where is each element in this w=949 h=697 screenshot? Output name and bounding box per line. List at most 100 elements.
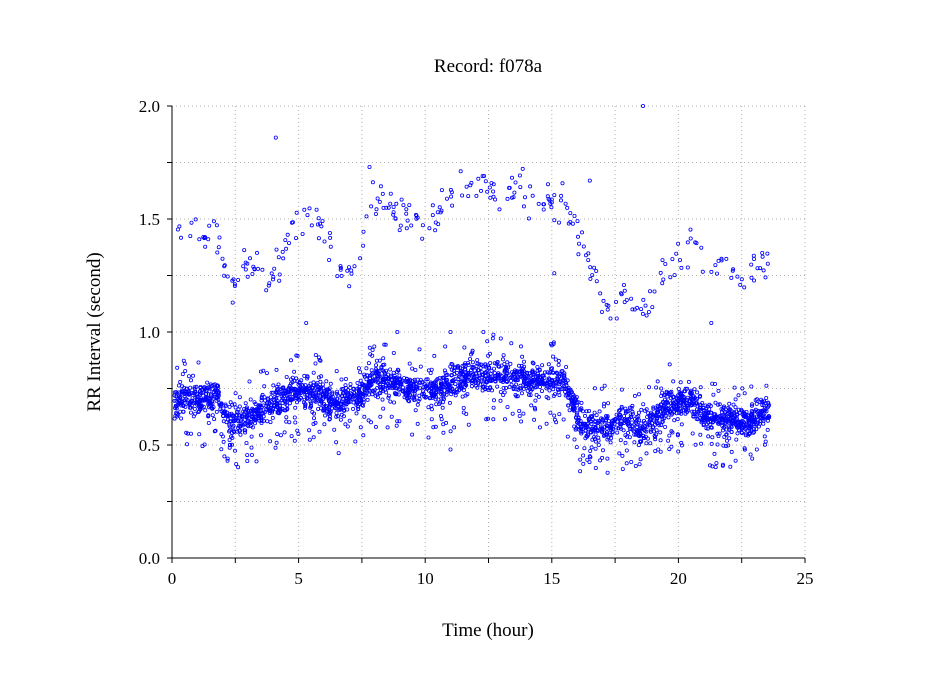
data-point [545, 380, 550, 385]
data-point [206, 237, 211, 242]
data-point [227, 437, 232, 442]
data-point [179, 400, 184, 405]
data-point [604, 430, 609, 435]
data-point [508, 361, 513, 366]
data-point [358, 393, 363, 398]
data-point [252, 412, 257, 417]
data-point [339, 387, 344, 392]
data-point [529, 380, 534, 385]
data-point [228, 400, 233, 405]
data-point [223, 403, 228, 408]
data-point [530, 193, 535, 198]
data-point [273, 445, 278, 450]
data-point [528, 378, 533, 383]
data-point [200, 398, 205, 403]
data-point [729, 275, 734, 280]
data-point [208, 404, 213, 409]
data-point [313, 420, 318, 425]
data-point [568, 211, 573, 216]
data-point [336, 402, 341, 407]
data-point [186, 374, 191, 379]
data-point [364, 366, 369, 371]
data-point [208, 395, 213, 400]
data-point [238, 432, 243, 437]
data-point [689, 395, 694, 400]
data-point [478, 382, 483, 387]
data-point [674, 251, 679, 256]
data-point [277, 278, 282, 283]
data-point [317, 429, 322, 434]
data-point [504, 379, 509, 384]
data-point [520, 166, 525, 171]
data-point [643, 434, 648, 439]
data-point [251, 264, 256, 269]
data-point [431, 425, 436, 430]
data-point [335, 414, 340, 419]
y-tick-label: 0.5 [139, 436, 160, 455]
data-point [658, 270, 663, 275]
data-point [426, 405, 431, 410]
data-point [270, 415, 275, 420]
data-point [614, 425, 619, 430]
data-point [221, 406, 226, 411]
data-point [536, 382, 541, 387]
data-point [550, 382, 555, 387]
data-point [466, 372, 471, 377]
data-point [292, 415, 297, 420]
data-point [249, 452, 254, 457]
data-point [703, 411, 708, 416]
data-point [594, 413, 599, 418]
data-point [740, 412, 745, 417]
data-point [765, 261, 770, 266]
data-point [609, 436, 614, 441]
data-point [451, 379, 456, 384]
y-tick-label: 1.0 [139, 323, 160, 342]
data-point [629, 459, 634, 464]
data-point [653, 437, 658, 442]
data-point [510, 411, 515, 416]
data-point [709, 410, 714, 415]
data-point [740, 426, 745, 431]
data-point [298, 395, 303, 400]
data-point [342, 390, 347, 395]
data-point [740, 431, 745, 436]
data-point [237, 404, 242, 409]
data-point [732, 385, 737, 390]
data-point [622, 288, 627, 293]
data-point [761, 418, 766, 423]
data-point [286, 390, 291, 395]
data-point [449, 361, 454, 366]
data-point [709, 425, 714, 430]
data-point [462, 379, 467, 384]
data-point [743, 422, 748, 427]
data-point [243, 401, 248, 406]
data-point [334, 369, 339, 374]
data-point [380, 378, 385, 383]
data-point [600, 418, 605, 423]
data-point [308, 399, 313, 404]
data-point [441, 395, 446, 400]
data-point [459, 386, 464, 391]
y-tick-label: 1.5 [139, 210, 160, 229]
data-point [550, 370, 555, 375]
data-point [184, 397, 189, 402]
data-point [676, 449, 681, 454]
data-point [587, 408, 592, 413]
data-point [692, 387, 697, 392]
data-point [542, 202, 547, 207]
data-point [749, 403, 754, 408]
data-point [754, 447, 759, 452]
data-point [322, 239, 327, 244]
data-point [370, 378, 375, 383]
data-point [408, 380, 413, 385]
data-point [602, 404, 607, 409]
data-point [464, 375, 469, 380]
data-point [513, 180, 518, 185]
data-point [252, 421, 257, 426]
data-point [393, 386, 398, 391]
data-point [722, 414, 727, 419]
data-point [530, 360, 535, 365]
data-point [434, 402, 439, 407]
data-point [699, 420, 704, 425]
data-point [253, 417, 258, 422]
